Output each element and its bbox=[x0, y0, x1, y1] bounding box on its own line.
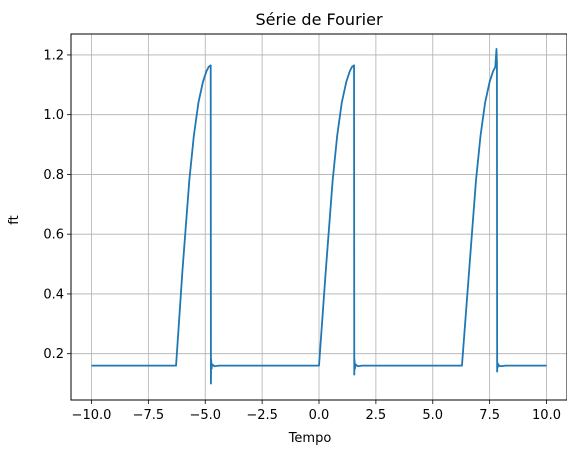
y-tick-label: 0.8 bbox=[43, 168, 64, 183]
y-axis-label: ft bbox=[7, 215, 22, 224]
x-tick-label: 10.0 bbox=[532, 408, 561, 423]
y-tick-label: 1.2 bbox=[43, 48, 64, 63]
x-tick-label: 7.5 bbox=[479, 408, 500, 423]
x-tick-label: −7.5 bbox=[133, 408, 165, 423]
x-tick-label: −2.5 bbox=[246, 408, 278, 423]
y-tick-label: 0.4 bbox=[43, 287, 64, 302]
x-tick-label: 5.0 bbox=[422, 408, 443, 423]
x-tick-label: 0.0 bbox=[309, 408, 330, 423]
series-line-0 bbox=[91, 48, 547, 385]
grid bbox=[71, 34, 567, 400]
chart-title: Série de Fourier bbox=[255, 10, 382, 29]
x-axis-label: Tempo bbox=[288, 431, 332, 446]
series-group bbox=[91, 48, 547, 385]
y-tick-label: 0.6 bbox=[43, 228, 64, 243]
y-tick-label: 1.0 bbox=[43, 108, 64, 123]
y-axis: 0.2 0.4 0.6 0.8 1.0 1.2 bbox=[43, 48, 71, 362]
x-axis: −10.0 −7.5 −5.0 −2.5 0.0 2.5 5.0 7.5 10.0 bbox=[72, 400, 561, 423]
x-tick-label: 2.5 bbox=[366, 408, 387, 423]
x-tick-label: −10.0 bbox=[72, 408, 112, 423]
y-tick-label: 0.2 bbox=[43, 347, 64, 362]
x-tick-label: −5.0 bbox=[189, 408, 221, 423]
